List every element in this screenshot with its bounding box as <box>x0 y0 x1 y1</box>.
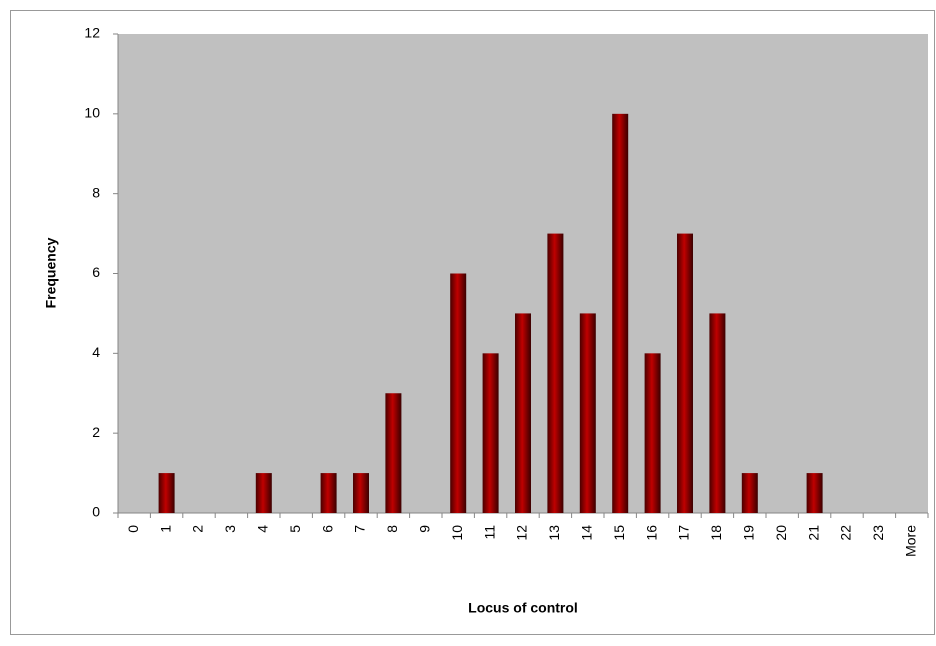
y-tick-label: 12 <box>84 25 100 41</box>
x-tick-label: More <box>903 525 919 557</box>
y-tick-label: 8 <box>92 184 100 200</box>
y-tick-label: 2 <box>92 424 100 440</box>
y-tick-label: 4 <box>92 344 100 360</box>
x-tick-label: 6 <box>319 525 335 533</box>
x-tick-label: 8 <box>384 525 400 533</box>
x-tick-label: 1 <box>157 525 173 533</box>
bar <box>353 473 369 513</box>
bar <box>612 113 629 513</box>
x-tick-label: 16 <box>643 525 659 541</box>
x-tick-label: 12 <box>514 525 530 541</box>
x-tick-label: 9 <box>417 525 433 533</box>
x-axis-title: Locus of control <box>468 600 578 616</box>
bar <box>158 473 175 513</box>
y-axis-title: Frequency <box>43 237 59 308</box>
x-tick-label: 13 <box>546 525 562 541</box>
bar <box>482 353 499 513</box>
x-tick-label: 2 <box>190 525 206 533</box>
x-tick-label: 19 <box>741 525 757 541</box>
bar <box>709 313 726 513</box>
bar <box>579 313 596 513</box>
x-tick-label: 20 <box>773 525 789 541</box>
bar <box>677 233 693 514</box>
x-tick-label: 21 <box>805 525 821 541</box>
x-tick-label: 23 <box>870 525 886 541</box>
x-tick-label: 7 <box>352 525 368 533</box>
x-tick-label: 5 <box>287 525 303 533</box>
bar <box>644 353 661 513</box>
bar <box>741 473 758 513</box>
x-tick-label: 4 <box>255 525 271 533</box>
y-tick-label: 6 <box>92 264 100 280</box>
x-tick-label: 15 <box>611 525 627 541</box>
y-tick-label: 0 <box>92 504 100 520</box>
x-tick-label: 10 <box>449 525 465 541</box>
x-tick-label: 0 <box>125 525 141 533</box>
bar <box>385 393 402 513</box>
bar <box>515 313 531 513</box>
bar <box>547 233 564 514</box>
bar <box>320 473 337 513</box>
bar <box>806 473 823 513</box>
y-tick-label: 10 <box>84 105 100 121</box>
x-tick-label: 11 <box>481 525 497 540</box>
bar <box>255 473 272 513</box>
x-tick-label: 14 <box>579 525 595 541</box>
x-tick-label: 3 <box>222 525 238 533</box>
x-tick-label: 17 <box>676 525 692 541</box>
x-tick-label: 18 <box>708 525 724 541</box>
x-tick-label: 22 <box>838 525 854 541</box>
bar <box>450 273 467 513</box>
